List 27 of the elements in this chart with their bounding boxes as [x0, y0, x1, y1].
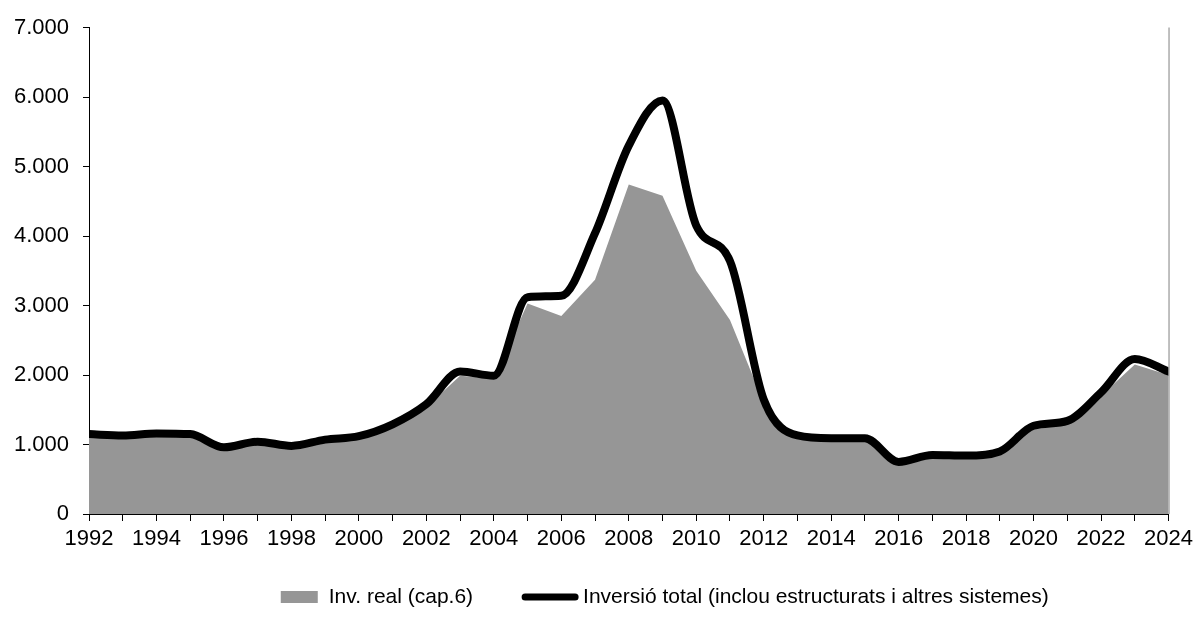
y-tick-label: 4.000	[13, 222, 69, 248]
y-tick-label: 6.000	[13, 83, 69, 109]
x-tick-label: 2012	[739, 525, 789, 551]
y-tick-label: 3.000	[13, 291, 69, 317]
x-tick-label: 2004	[469, 525, 519, 551]
y-tick-label: 0	[56, 500, 69, 526]
x-tick-label: 2008	[604, 525, 654, 551]
x-tick-label: 1992	[64, 525, 114, 551]
x-tick-label: 2002	[401, 525, 451, 551]
legend-label: Inversió total (inclou estructurats i altres sistemes)	[583, 583, 1049, 607]
x-tick-label: 2022	[1076, 525, 1126, 551]
x-tick-label: 2014	[806, 525, 856, 551]
x-tick-label: 1994	[131, 525, 181, 551]
x-tick-label: 1996	[199, 525, 249, 551]
x-tick-label: 2000	[334, 525, 384, 551]
legend-label: Inv. real (cap.6)	[328, 583, 474, 607]
y-tick-label: 7.000	[13, 13, 69, 39]
y-tick-label: 5.000	[13, 152, 69, 178]
x-tick-label: 2006	[536, 525, 586, 551]
y-tick-label: 1.000	[13, 430, 69, 456]
y-tick-label: 2.000	[13, 361, 69, 387]
x-tick-label: 2010	[671, 525, 721, 551]
x-tick-label: 2020	[1009, 525, 1059, 551]
x-tick-label: 1998	[266, 525, 316, 551]
x-tick-label: 2016	[874, 525, 924, 551]
x-tick-label: 2024	[1144, 525, 1194, 551]
x-tick-label: 2018	[941, 525, 991, 551]
